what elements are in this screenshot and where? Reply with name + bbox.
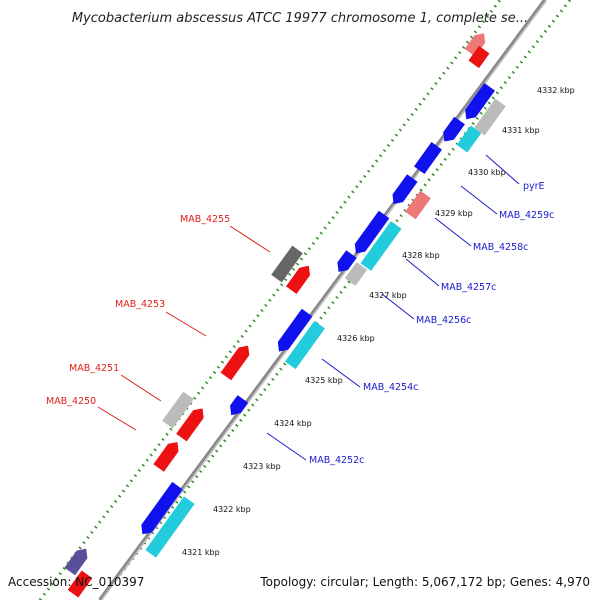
gene-arrow-mab-4257c[interactable] [354,210,390,254]
gene-arrow-mab-4258c[interactable] [392,174,418,204]
pointer-line-pyre [485,154,520,185]
gene-label-mab-4254c[interactable]: MAB_4254c [363,382,418,393]
tick-dots-outer [98,0,572,600]
kbp-label: 4324 kbp [274,419,312,428]
gene-features [64,33,506,598]
gene-label-mab-4250[interactable]: MAB_4250 [46,396,96,407]
label-pointer-lines [97,154,520,461]
gene-block-mab-4256c[interactable] [344,262,368,286]
kbp-label: 4321 kbp [182,548,220,557]
pointer-line-mab-4257c [405,258,440,287]
gene-arrow-blue-top[interactable] [465,83,495,120]
gene-block-mab-4251[interactable] [162,391,194,429]
pointer-line-mab-4253 [165,311,207,337]
pointer-line-mab-4256c [381,293,415,320]
gene-arrow-mab-4256c[interactable] [337,250,357,272]
pointer-line-mab-4251 [120,374,162,402]
gene-block-mab-4257c[interactable] [360,221,402,271]
gene-block-mab-4255[interactable] [271,245,303,283]
gene-label-mab-4255[interactable]: MAB_4255 [180,214,230,225]
gene-label-mab-4256c[interactable]: MAB_4256c [416,315,471,326]
kbp-tick-labels: 4321 kbp 4322 kbp 4323 kbp 4324 kbp 4325… [182,86,575,557]
pointer-line-mab-4252c [266,432,307,461]
gene-arrow-blue-bottom[interactable] [141,481,183,535]
gene-arrow-top-red[interactable] [468,45,490,69]
accession-text: Accession: NC_010397 [8,575,144,589]
pointer-line-mab-4255 [229,225,271,253]
map-title: Mycobacterium abscessus ATCC 19977 chrom… [72,11,528,26]
gene-label-mab-4251[interactable]: MAB_4251 [69,363,119,374]
pointer-line-mab-4259c [460,185,498,215]
gene-label-mab-4258c[interactable]: MAB_4258c [473,242,528,253]
gene-label-mab-4257c[interactable]: MAB_4257c [441,282,496,293]
gene-block-cyan-bottom[interactable] [145,496,195,558]
gene-arrow-mab-4255[interactable] [286,265,310,294]
gene-label-pyre[interactable]: pyrE [523,181,545,192]
gene-label-mab-4259c[interactable]: MAB_4259c [499,210,554,221]
gene-arrow-mab-4259c[interactable] [443,116,465,142]
gene-block-mab-4254c[interactable] [285,320,325,370]
gene-arrow-mab-4253[interactable] [220,345,250,381]
gene-block-gray-top[interactable] [474,98,506,136]
gene-arrow-mab-4254c[interactable] [277,308,313,352]
tick-dots-layer [38,0,572,600]
kbp-label: 4323 kbp [243,462,281,471]
kbp-label: 4331 kbp [502,126,540,135]
gene-arrow-bottom-red[interactable] [67,570,93,598]
pointer-line-mab-4258c [434,217,472,247]
gene-arrow-mab-4251[interactable] [176,408,204,442]
tick-dots-inner [38,0,502,600]
gene-block-mab-4259c[interactable] [414,142,442,174]
kbp-label: 4327 kbp [369,291,407,300]
gene-label-mab-4252c[interactable]: MAB_4252c [309,455,364,466]
gene-label-mab-4253[interactable]: MAB_4253 [115,299,165,310]
left-gene-labels: MAB_4255 MAB_4253 MAB_4251 MAB_4250 [46,214,230,407]
gene-arrow-mab-4250[interactable] [153,442,179,472]
kbp-label: 4332 kbp [537,86,575,95]
gene-block-pyre[interactable] [456,125,482,153]
kbp-label: 4330 kbp [468,168,506,177]
genome-summary-text: Topology: circular; Length: 5,067,172 bp… [259,575,590,589]
kbp-label: 4328 kbp [402,251,440,260]
right-gene-labels: pyrE MAB_4259c MAB_4258c MAB_4257c MAB_4… [309,181,554,466]
pointer-line-mab-4254c [321,358,361,388]
gene-arrow-mab-4252c[interactable] [230,395,249,416]
pointer-line-mab-4250 [97,406,137,431]
gene-block-mab-4258c[interactable] [405,190,431,220]
gene-arrow-bottom-purple[interactable] [64,548,88,576]
kbp-label: 4329 kbp [435,209,473,218]
kbp-label: 4326 kbp [337,334,375,343]
gene-arrow-top-pink[interactable] [464,33,486,57]
kbp-label: 4325 kbp [305,376,343,385]
kbp-label: 4322 kbp [213,505,251,514]
